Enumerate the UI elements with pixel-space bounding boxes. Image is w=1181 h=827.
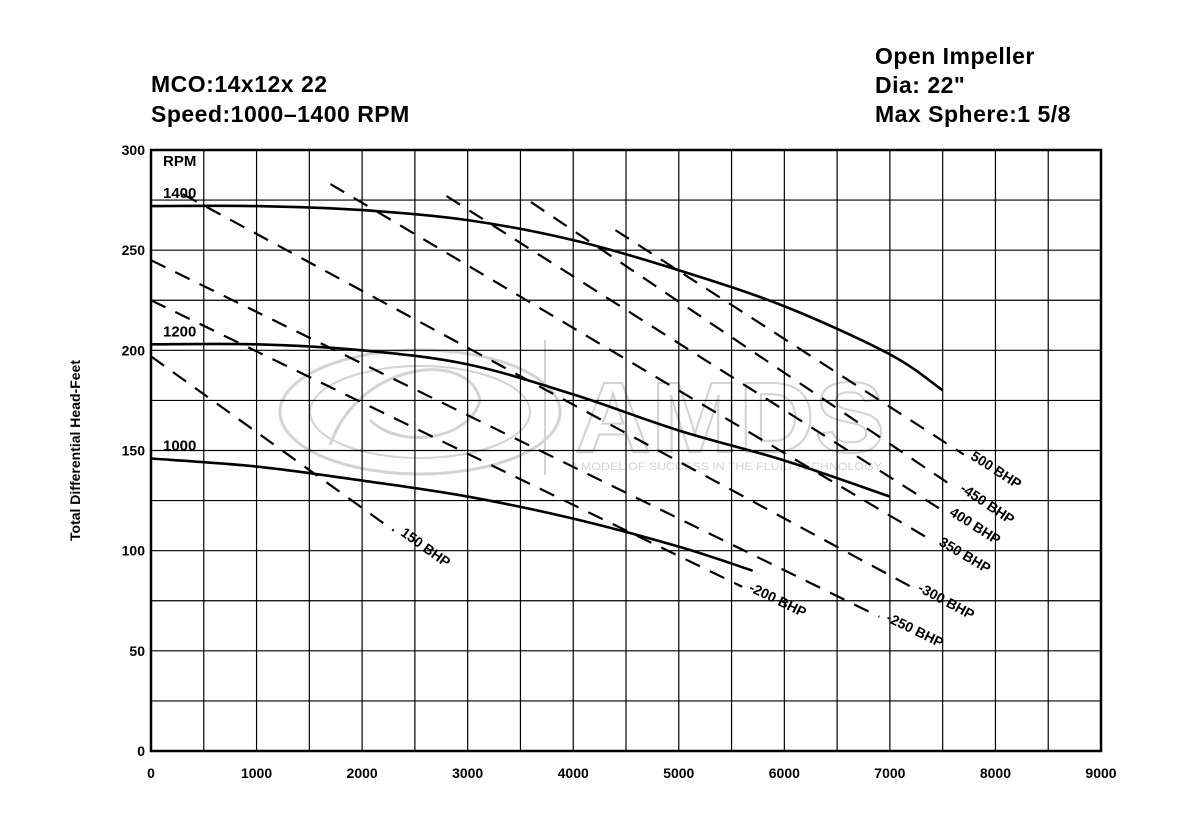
- x-tick-label: 9000: [1085, 765, 1116, 781]
- x-tick-label: 8000: [980, 765, 1011, 781]
- x-tick-label: 1000: [241, 765, 272, 781]
- y-tick-label: 50: [129, 643, 145, 659]
- rpm-curves: [150, 204, 944, 572]
- bhp-line: [150, 259, 880, 618]
- bhp-label: 500 BHP: [968, 448, 1024, 492]
- x-tick-label: 5000: [663, 765, 694, 781]
- y-axis-label: Total Differential Head-Feet: [67, 360, 83, 541]
- watermark-tagline: A MODEL OF SUCCESS IN THE FLUID TECHNOLO…: [570, 461, 883, 473]
- x-tick-label: 6000: [769, 765, 800, 781]
- rpm-curve-label: 1400: [163, 185, 196, 202]
- bhp-line: [150, 355, 395, 532]
- y-tick-label: 250: [122, 242, 146, 258]
- rpm-curve-label: 1000: [163, 438, 196, 455]
- x-tick-label: 7000: [874, 765, 905, 781]
- y-tick-label: 0: [137, 743, 145, 759]
- bhp-line: [150, 299, 743, 588]
- y-tick-label: 100: [122, 543, 146, 559]
- rpm-curve: [150, 204, 944, 392]
- bhp-label: -200 BHP: [747, 579, 809, 620]
- bhp-line: [530, 201, 954, 488]
- x-tick-label: 3000: [452, 765, 483, 781]
- impeller-type: Open Impeller: [875, 43, 1035, 69]
- y-tick-label: 150: [122, 443, 146, 459]
- axes: 0 1000 2000 3000 4000 5000 6000 7000 8000 9000 0 50…: [67, 142, 1117, 781]
- x-tick-label: 0: [147, 765, 155, 781]
- bhp-label: -250 BHP: [884, 609, 946, 650]
- chart-title-model: MCO:14x12x 22: [151, 71, 328, 97]
- grid: [151, 150, 1101, 751]
- rpm-curve: [150, 457, 754, 572]
- bhp-line: [329, 183, 933, 542]
- bhp-line: [182, 193, 912, 588]
- x-tick-label: 2000: [347, 765, 378, 781]
- bhp-line: [445, 195, 944, 512]
- bhp-label: 150 BHP: [398, 524, 453, 570]
- impeller-diameter: Dia: 22": [875, 72, 966, 98]
- x-tick-label: 4000: [558, 765, 589, 781]
- y-tick-label: 200: [122, 342, 146, 358]
- plot-frame: [149, 148, 1103, 753]
- rpm-header-label: RPM: [163, 153, 196, 170]
- chart-title-speed: Speed:1000–1400 RPM: [151, 101, 410, 127]
- rpm-curve: [150, 342, 891, 498]
- rpm-curve-label: 1200: [163, 323, 196, 340]
- y-tick-label: 300: [122, 142, 146, 158]
- watermark-brand: AMDS: [575, 362, 885, 474]
- max-sphere: Max Sphere:1 5/8: [875, 101, 1071, 127]
